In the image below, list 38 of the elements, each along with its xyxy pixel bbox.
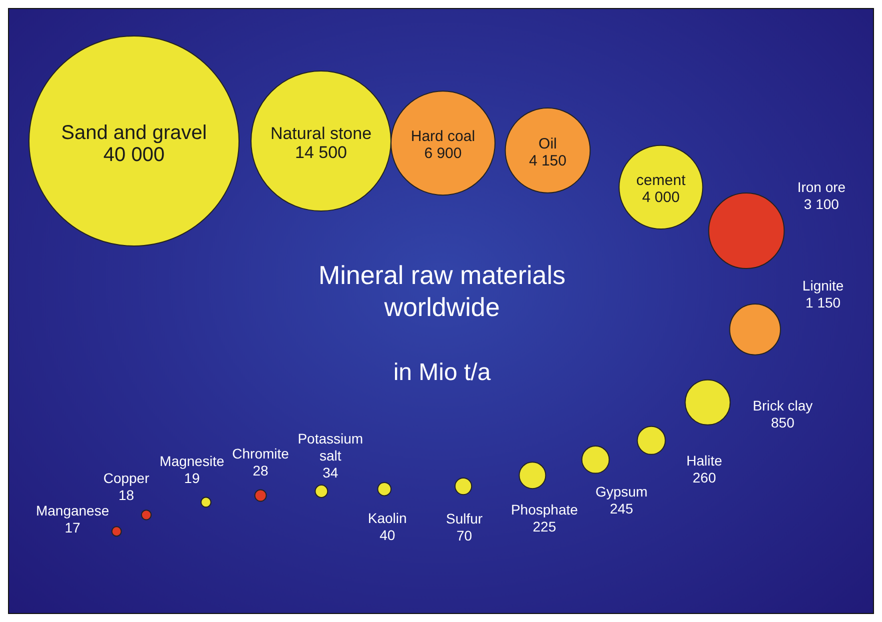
data-label: 3 100 bbox=[804, 196, 840, 212]
data-label: 6 900 bbox=[424, 145, 462, 162]
category-label: Hard coal bbox=[410, 128, 476, 146]
category-label: Manganese bbox=[36, 502, 110, 518]
category-label: Magnesite bbox=[160, 453, 224, 470]
category-label: Copper bbox=[103, 470, 150, 486]
category-label: Kaolin bbox=[368, 510, 407, 526]
category-label: cement bbox=[636, 172, 686, 190]
data-label: 4 000 bbox=[642, 189, 680, 206]
data-label: 4 150 bbox=[528, 152, 566, 170]
category-label: Potassium salt bbox=[298, 430, 364, 464]
data-label: 17 bbox=[64, 519, 81, 536]
data-label: 850 bbox=[771, 414, 795, 430]
data-label: 40 000 bbox=[103, 144, 165, 166]
data-label: 1 150 bbox=[806, 294, 841, 310]
category-label: Sulfur bbox=[446, 510, 483, 526]
category-label: Gypsum bbox=[595, 484, 648, 500]
data-label: 18 bbox=[118, 486, 134, 503]
data-label: 14 500 bbox=[295, 143, 347, 162]
category-label: Chromite bbox=[232, 446, 290, 462]
data-label: 70 bbox=[456, 527, 472, 544]
category-label: Oil bbox=[538, 135, 557, 152]
category-label: Natural stone bbox=[270, 124, 372, 143]
text: in Mio t/a bbox=[392, 358, 492, 388]
category-label: Phosphate bbox=[510, 501, 578, 518]
category-label: Sand and gravel bbox=[61, 122, 207, 144]
category-label: Lignite bbox=[802, 277, 844, 294]
data-label: 34 bbox=[322, 464, 338, 480]
data-label: 225 bbox=[532, 518, 556, 534]
category-label: Halite bbox=[686, 452, 722, 468]
category-label: Brick clay bbox=[752, 397, 813, 414]
data-label: 40 bbox=[380, 527, 396, 544]
data-label: 28 bbox=[252, 462, 269, 479]
data-label: 245 bbox=[610, 500, 634, 517]
data-label: 19 bbox=[184, 470, 200, 486]
category-label: Iron ore bbox=[797, 178, 846, 195]
text: Mineral raw materials worldwide bbox=[317, 259, 567, 323]
data-label: 260 bbox=[692, 469, 716, 486]
